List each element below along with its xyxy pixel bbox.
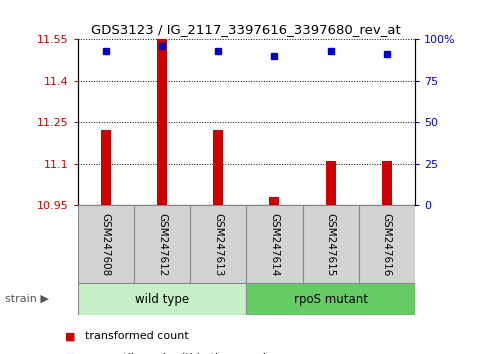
Text: GSM247613: GSM247613 <box>213 212 223 276</box>
Text: GSM247615: GSM247615 <box>326 212 336 276</box>
Bar <box>78 283 246 315</box>
Bar <box>246 283 415 315</box>
Text: ■: ■ <box>65 331 76 341</box>
Text: GSM247608: GSM247608 <box>100 213 110 276</box>
Bar <box>190 205 246 283</box>
Title: GDS3123 / IG_2117_3397616_3397680_rev_at: GDS3123 / IG_2117_3397616_3397680_rev_at <box>92 23 401 36</box>
Bar <box>213 130 223 205</box>
Bar <box>382 161 392 205</box>
Text: ■: ■ <box>65 353 76 354</box>
Bar <box>302 205 359 283</box>
Text: rpoS mutant: rpoS mutant <box>294 293 368 306</box>
Text: GSM247614: GSM247614 <box>270 212 280 276</box>
Text: percentile rank within the sample: percentile rank within the sample <box>85 353 273 354</box>
Bar <box>78 205 134 283</box>
Bar <box>359 205 415 283</box>
Bar <box>246 205 302 283</box>
Bar <box>270 197 280 205</box>
Text: strain ▶: strain ▶ <box>5 294 49 304</box>
Text: transformed count: transformed count <box>85 331 189 341</box>
Bar <box>326 161 336 205</box>
Bar <box>157 39 167 205</box>
Text: wild type: wild type <box>135 293 189 306</box>
Text: GSM247616: GSM247616 <box>382 212 392 276</box>
Bar <box>134 205 190 283</box>
Text: GSM247612: GSM247612 <box>157 212 167 276</box>
Bar <box>100 130 110 205</box>
